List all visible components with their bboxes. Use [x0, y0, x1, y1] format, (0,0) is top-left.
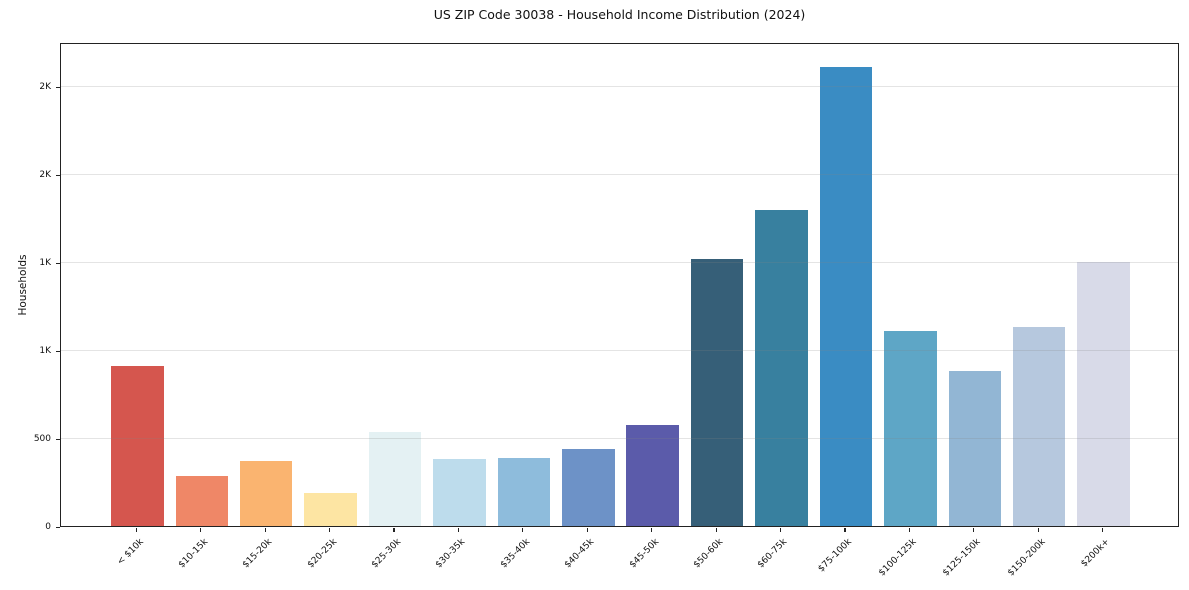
x-tick-mark — [1102, 527, 1104, 532]
bar-50-60k — [690, 258, 744, 526]
x-tick-mark — [135, 527, 137, 532]
y-tick-mark — [56, 526, 60, 528]
y-tick-label: 2K — [39, 169, 51, 180]
x-tick-mark — [200, 527, 202, 532]
x-tick-label: $35-40k — [498, 536, 532, 570]
bar-10-15k — [175, 475, 228, 526]
x-tick-label: $10-15k — [176, 536, 210, 570]
bar-75-100k — [819, 67, 873, 526]
x-tick-mark — [329, 527, 331, 532]
x-tick-mark — [586, 527, 588, 532]
bar-125-150k — [948, 371, 1002, 526]
x-tick-label: $15-20k — [240, 536, 275, 570]
x-tick-mark — [779, 527, 782, 532]
x-tick-mark — [1037, 527, 1039, 532]
x-tick-mark — [522, 527, 524, 532]
y-tick-label: 0 — [45, 521, 51, 532]
x-tick-label: $75-100k — [816, 536, 855, 574]
x-tick-label: $50-60k — [691, 536, 726, 570]
bar-30-35k — [433, 459, 486, 526]
chart-title: US ZIP Code 30038 - Household Income Dis… — [433, 7, 806, 22]
x-tick-label: $25-30k — [369, 536, 404, 570]
y-tick-mark — [56, 262, 60, 264]
y-tick-label: 1K — [39, 345, 51, 356]
y-tick-label: 1K — [39, 257, 51, 268]
x-tick-label: $100-125k — [877, 536, 919, 578]
x-tick-mark — [908, 527, 910, 532]
x-tick-mark — [715, 527, 717, 532]
y-tick-mark — [56, 174, 60, 177]
x-tick-label: $125-150k — [941, 536, 983, 578]
gridline-2000 — [61, 174, 1178, 176]
plot-area — [60, 43, 1179, 527]
x-tick-mark — [457, 527, 460, 532]
x-tick-label: < $10k — [115, 536, 146, 567]
y-tick-label: 2K — [39, 81, 51, 92]
x-tick-label: $45-50k — [627, 536, 661, 570]
bar-40-45k — [562, 448, 615, 526]
gridline-1000 — [61, 350, 1178, 352]
bar-15-20k — [239, 460, 293, 526]
bar-60-75k — [755, 209, 808, 526]
bar-10k — [111, 366, 164, 526]
x-tick-mark — [651, 527, 653, 532]
x-tick-label: $150-200k — [1005, 536, 1048, 578]
bar-20-25k — [304, 493, 357, 526]
bar-100-125k — [884, 330, 937, 526]
bar-200k — [1077, 262, 1130, 526]
bar-35-40k — [497, 458, 551, 526]
bar-150-200k — [1012, 327, 1066, 526]
gridline-500 — [61, 438, 1178, 440]
y-tick-mark — [56, 438, 60, 440]
x-tick-label: $200k+ — [1079, 536, 1112, 569]
bar-25-30k — [368, 431, 422, 526]
x-tick-label: $60-75k — [756, 536, 790, 570]
gridline-2500 — [61, 86, 1178, 88]
y-tick-label: 500 — [33, 433, 51, 444]
x-tick-mark — [264, 527, 266, 532]
x-tick-mark — [973, 527, 975, 532]
x-tick-label: $20-25k — [305, 536, 339, 570]
gridline-1500 — [61, 262, 1178, 264]
bar-45-50k — [626, 424, 679, 526]
x-tick-label: $30-35k — [434, 536, 468, 570]
x-tick-label: $40-45k — [563, 536, 597, 570]
y-tick-mark — [56, 350, 60, 352]
x-tick-mark — [393, 527, 395, 532]
x-tick-mark — [844, 527, 846, 532]
y-tick-mark — [56, 86, 60, 89]
